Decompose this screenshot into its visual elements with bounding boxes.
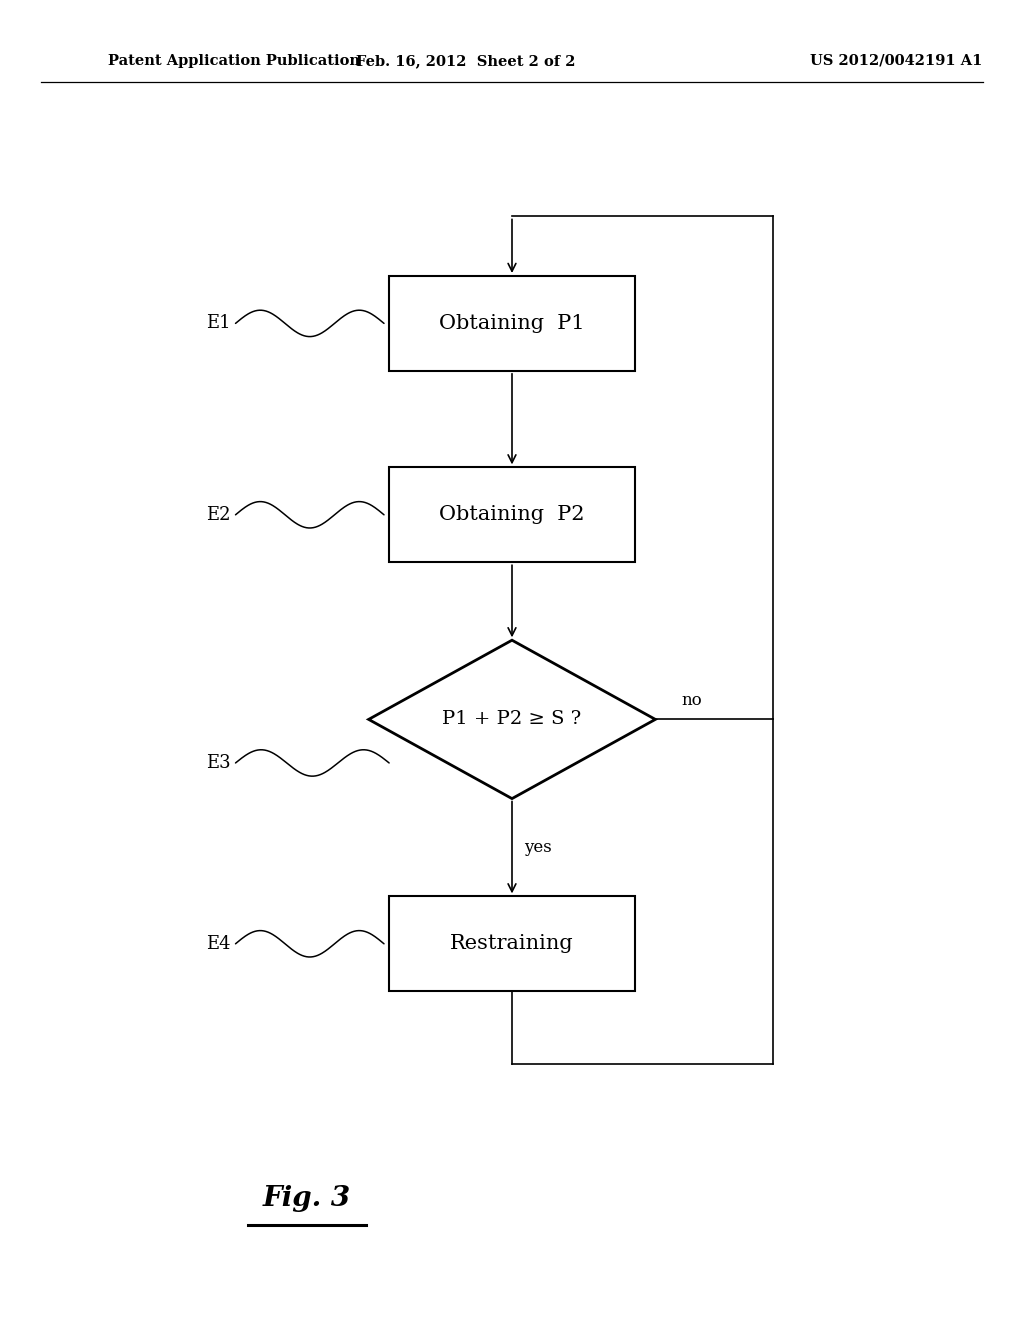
Text: E1: E1 <box>206 314 230 333</box>
Text: Patent Application Publication: Patent Application Publication <box>108 54 359 67</box>
Text: Obtaining  P2: Obtaining P2 <box>439 506 585 524</box>
Text: Fig. 3: Fig. 3 <box>263 1185 351 1212</box>
Polygon shape <box>369 640 655 799</box>
Text: Feb. 16, 2012  Sheet 2 of 2: Feb. 16, 2012 Sheet 2 of 2 <box>356 54 575 67</box>
Text: E2: E2 <box>206 506 230 524</box>
Text: E3: E3 <box>206 754 230 772</box>
Bar <box>389 896 635 991</box>
Bar <box>389 467 635 562</box>
Text: Restraining: Restraining <box>451 935 573 953</box>
Text: no: no <box>681 693 701 709</box>
Text: yes: yes <box>523 840 552 855</box>
Text: US 2012/0042191 A1: US 2012/0042191 A1 <box>810 54 982 67</box>
Text: E4: E4 <box>206 935 230 953</box>
Bar <box>389 276 635 371</box>
Text: Obtaining  P1: Obtaining P1 <box>439 314 585 333</box>
Text: P1 + P2 ≥ S ?: P1 + P2 ≥ S ? <box>442 710 582 729</box>
